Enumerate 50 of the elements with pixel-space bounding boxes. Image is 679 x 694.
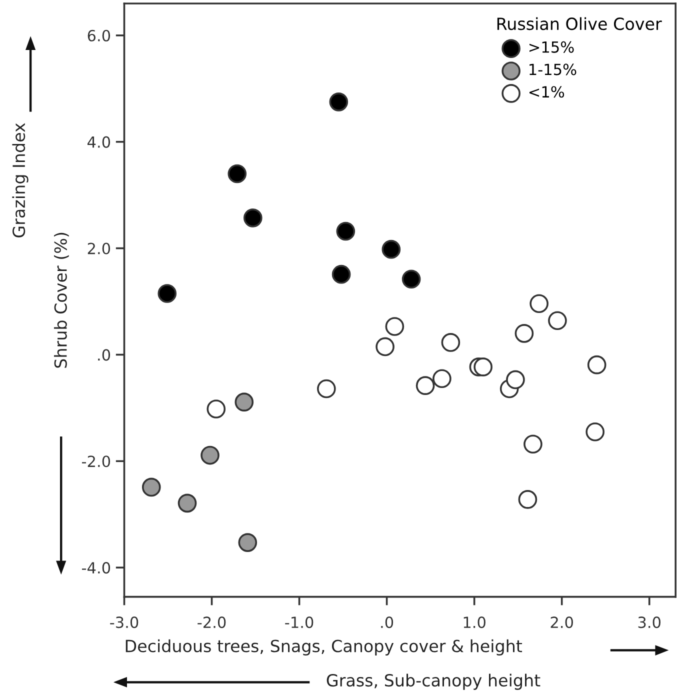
- y-tick-label: 2.0: [88, 242, 110, 254]
- point: [317, 379, 336, 398]
- x-tick-label: -3.0: [110, 616, 138, 628]
- x-tick-label: 1.0: [464, 616, 486, 628]
- point: [178, 494, 197, 513]
- point: [441, 333, 460, 352]
- x-axis-title: Deciduous trees, Snags, Canopy cover & height: [126, 639, 522, 656]
- point: [376, 337, 394, 356]
- point: [228, 164, 247, 184]
- text: Grass, Sub-canopy height: [326, 674, 540, 690]
- point: [432, 369, 452, 388]
- point: [158, 284, 177, 303]
- y-tick-label: -4.0: [82, 562, 110, 574]
- point: [142, 478, 161, 497]
- y-tick-label: 4.0: [88, 136, 110, 148]
- y-tick-label: -2.0: [82, 456, 110, 468]
- point: [206, 400, 226, 418]
- point: [587, 355, 606, 374]
- legend-label: 1-15%: [530, 64, 576, 76]
- point: [524, 434, 542, 454]
- point: [385, 317, 404, 336]
- legend-label: >15%: [529, 41, 574, 53]
- x-tick-label: 2.0: [550, 616, 573, 628]
- point: [518, 490, 538, 509]
- point: [238, 533, 258, 552]
- y-axis-title: Shrub Cover (%): [54, 232, 69, 368]
- point: [329, 92, 348, 112]
- x-tick-label: .0: [381, 616, 394, 628]
- x-tick-label: 3.0: [638, 616, 660, 628]
- point: [234, 392, 254, 412]
- point: [402, 270, 421, 289]
- point: [586, 422, 604, 442]
- point: [530, 294, 548, 314]
- point: [243, 208, 262, 228]
- point: [382, 240, 401, 259]
- point: [200, 446, 220, 465]
- y-tick-label: 6.0: [88, 30, 110, 42]
- point: [514, 324, 534, 343]
- legend-title: Russian Olive Cover: [497, 17, 662, 30]
- legend-label: <1%: [529, 86, 564, 98]
- y-tick-label: .0: [98, 349, 110, 361]
- point: [336, 222, 356, 241]
- point: [548, 311, 567, 330]
- point: [332, 264, 351, 284]
- point: [416, 376, 435, 395]
- x-tick-label: -2.0: [198, 616, 226, 628]
- point: [506, 370, 525, 390]
- text: Grazing Index: [12, 123, 28, 238]
- point: [474, 358, 492, 376]
- x-tick-label: -1.0: [285, 616, 314, 628]
